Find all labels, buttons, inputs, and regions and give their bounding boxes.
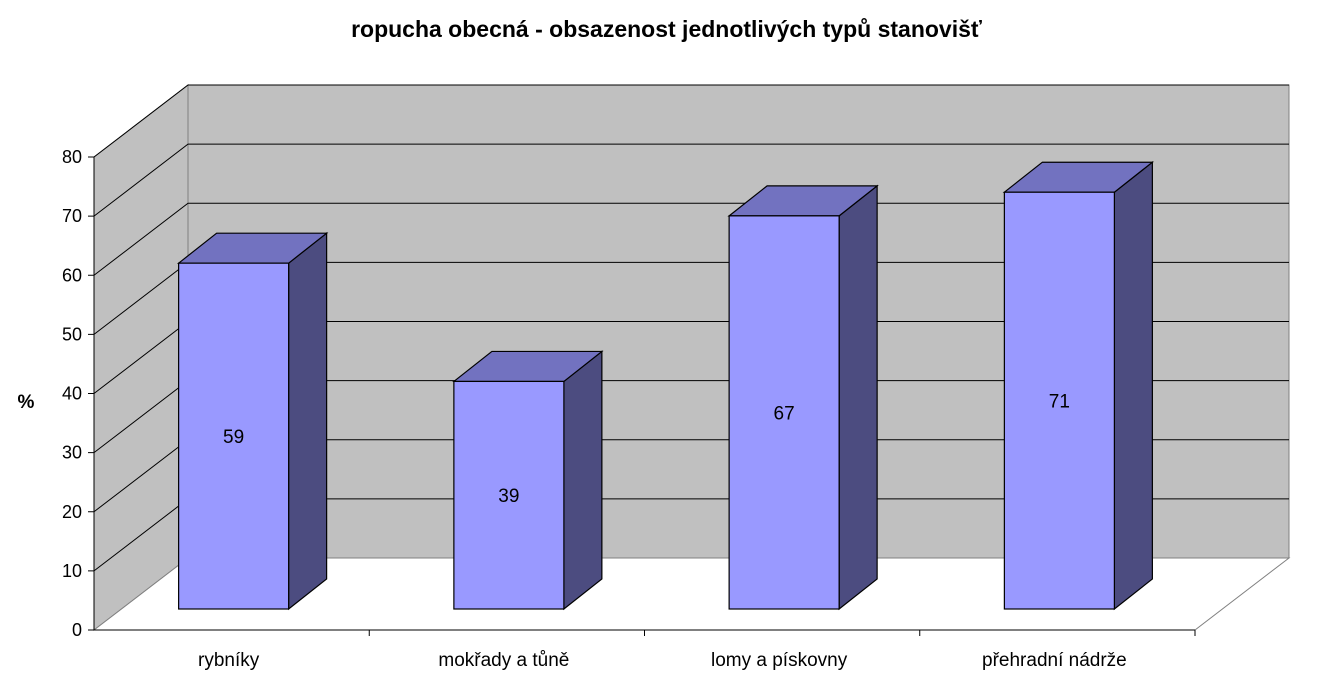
y-tick-label: 0 [72,620,82,640]
gridline [93,202,1289,276]
data-label: 39 [498,486,519,507]
bar-side [1113,160,1153,611]
bar-side [288,231,328,611]
x-tick-label: přehradní nádrže [982,650,1127,671]
x-tick-label: mokřady a tůně [438,650,569,671]
data-label: 59 [223,427,244,448]
y-tick-label: 80 [62,147,82,167]
bar-side [838,184,878,611]
bar-front [178,262,290,610]
y-tick-label: 40 [62,384,82,404]
y-tick-label: 30 [62,443,82,463]
x-tick-label: lomy a pískovny [711,650,848,671]
data-label: 67 [774,403,795,424]
gridline [93,143,1289,217]
y-tick-label: 60 [62,265,82,285]
bar-4 [1002,160,1155,611]
y-tick-label: 50 [62,324,82,344]
data-label: 71 [1049,392,1070,413]
bar-3 [727,184,879,611]
bar-side [563,350,603,611]
y-axis-title: % [18,392,35,413]
bar-front [1003,191,1115,610]
bar-front [453,380,565,610]
bar-2 [452,350,604,611]
x-tick-label: rybníky [198,650,260,671]
y-tick-label: 20 [62,502,82,522]
y-tick-label: 10 [62,561,82,581]
bar-front [728,215,840,610]
y-tick-label: 70 [62,206,82,226]
chart-title: ropucha obecná - obsazenost jednotlivých… [351,16,982,42]
gridline [93,84,1289,158]
bar-1 [176,231,329,611]
